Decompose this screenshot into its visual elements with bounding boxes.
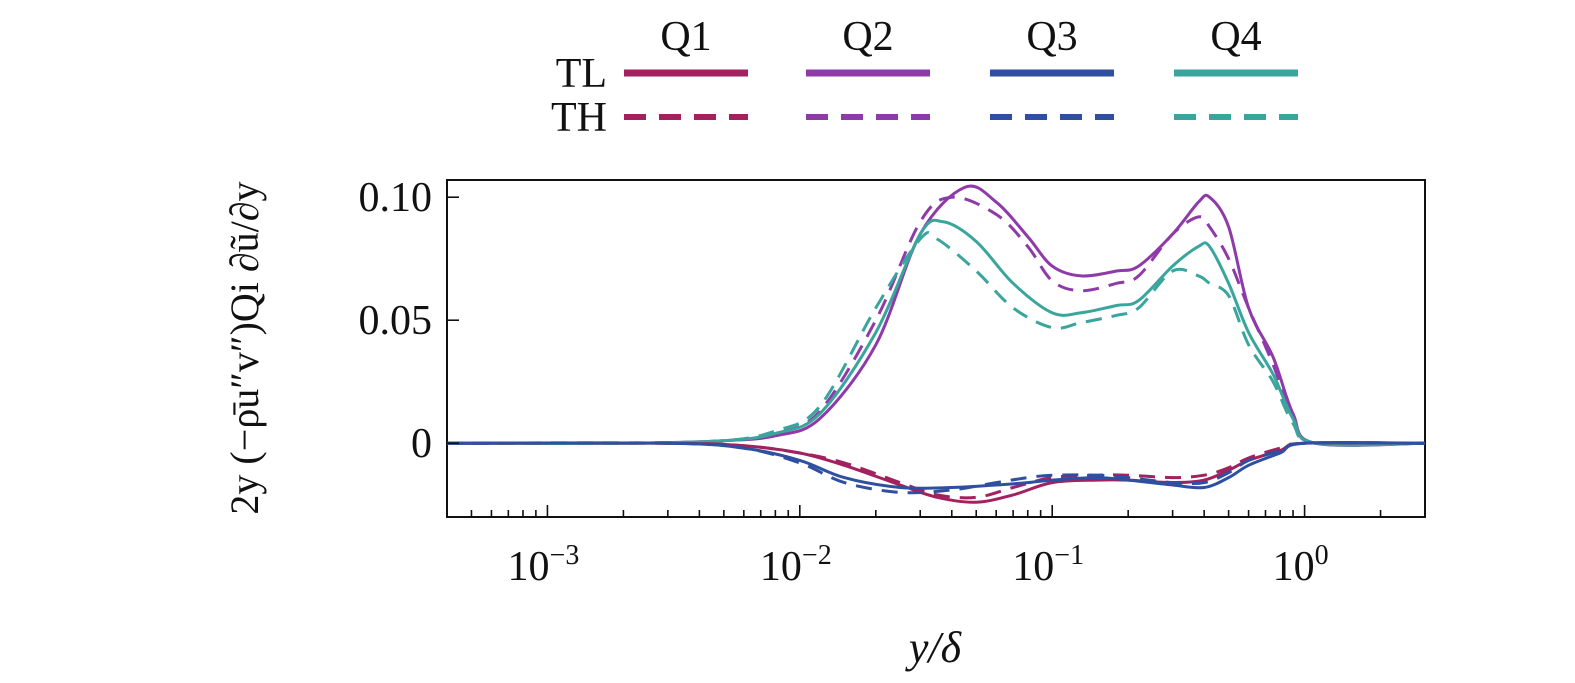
series-q1-th: [446, 441, 1426, 500]
y-axis-ticks: 0 0.05 0.10: [359, 175, 459, 467]
x-tick-base: 10: [1273, 544, 1315, 590]
y-axis-label: 2y (−ρ̄u″v″)Qi ∂ũ/∂y: [222, 181, 267, 514]
legend-quadrant-label: Q2: [842, 14, 893, 60]
series-q2-th: [446, 195, 1426, 447]
series-layer: [446, 184, 1426, 504]
x-tick-label: 10−1: [1012, 540, 1084, 590]
series-q2-tl: [446, 184, 1426, 447]
x-tick-base: 10: [760, 544, 802, 590]
x-axis-label: y/δ: [905, 623, 963, 672]
series-q3-th: [446, 441, 1426, 495]
y-tick-label: 0: [411, 421, 432, 467]
series-q4-tl: [446, 218, 1426, 447]
legend-quadrant-label: Q3: [1026, 14, 1077, 60]
legend-quadrant-label: Q4: [1210, 14, 1261, 60]
legend-case-label: TH: [551, 95, 607, 141]
plot-frame: [446, 179, 1426, 518]
x-tick-exponent: −2: [802, 540, 832, 571]
x-tick-base: 10: [1012, 544, 1054, 590]
x-tick-label: 100: [1273, 540, 1329, 590]
x-tick-base: 10: [508, 544, 550, 590]
legend-quadrant-label: Q1: [660, 14, 711, 60]
x-tick-exponent: −3: [550, 540, 580, 571]
x-tick-label: 10−2: [760, 540, 832, 590]
x-tick-exponent: −1: [1054, 540, 1084, 571]
x-tick-label: 10−3: [508, 540, 580, 590]
y-axis-label-group: 2y (−ρ̄u″v″)Qi ∂ũ/∂y: [222, 181, 267, 514]
x-axis-ticks: 10−3 10−2 10−1 100: [446, 505, 1426, 590]
plot-area: 10−3 10−2 10−1 100 00.050.10: [359, 175, 1426, 590]
legend-case-label: TL: [556, 51, 607, 97]
y-tick-label: 0.05: [359, 298, 433, 344]
series-q4-th: [446, 231, 1426, 447]
y-tick-label: 0.10: [359, 175, 433, 221]
x-tick-exponent: 0: [1315, 540, 1329, 571]
